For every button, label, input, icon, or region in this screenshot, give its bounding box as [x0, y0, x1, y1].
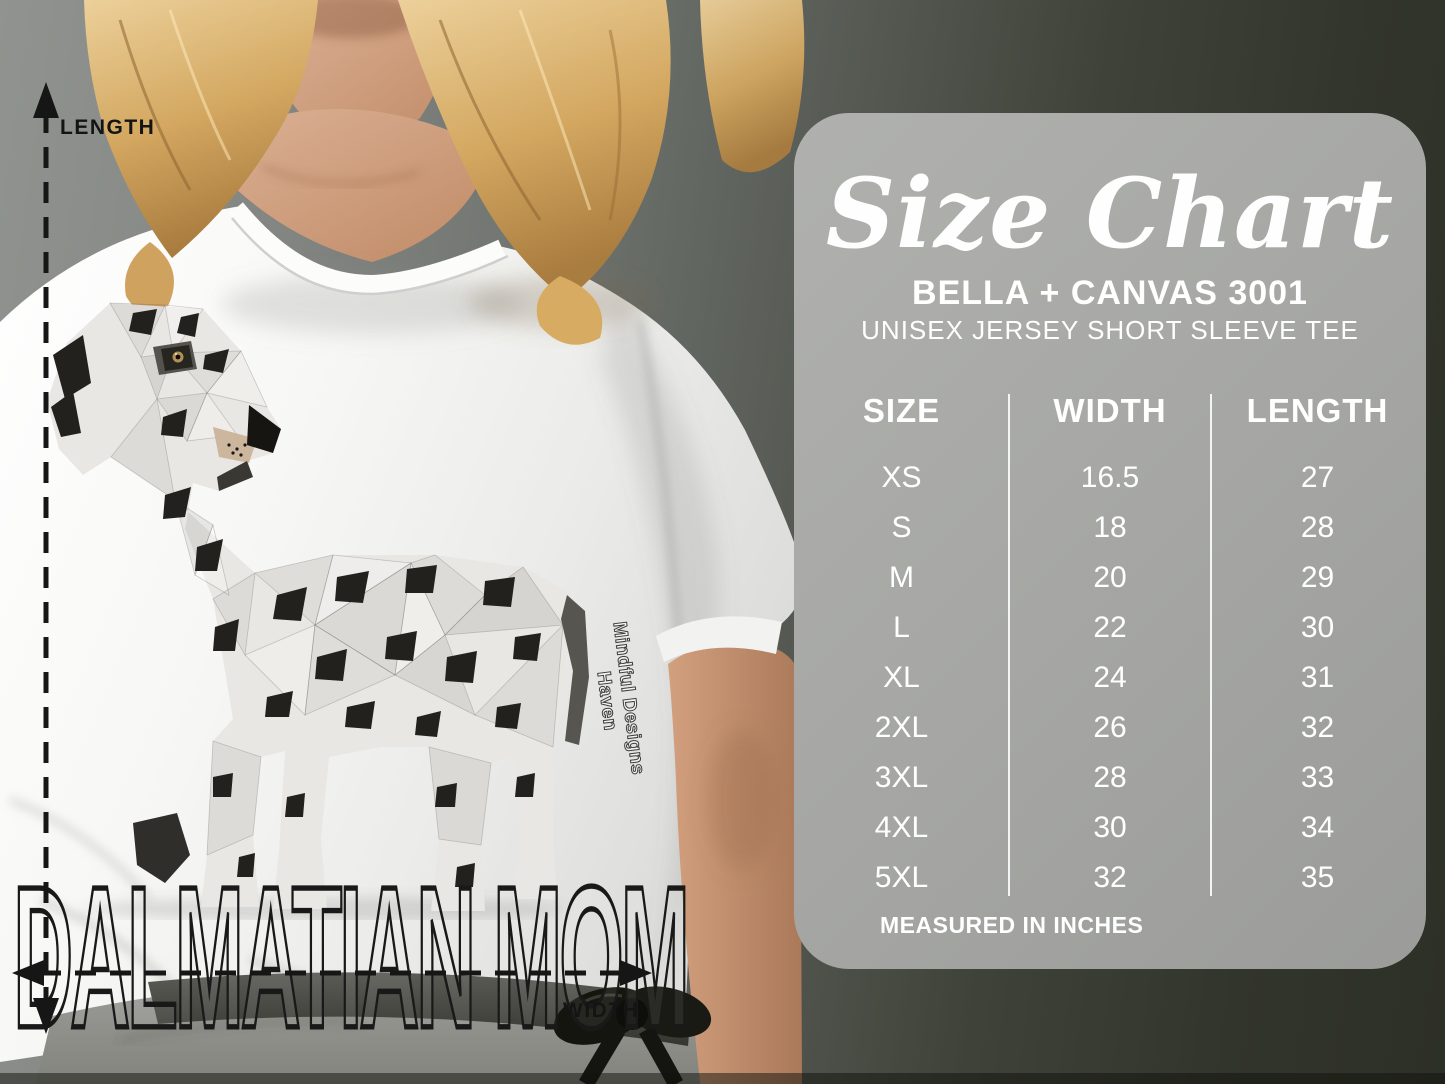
col-header-size: SIZE	[862, 392, 941, 429]
brand-line: BELLA + CANVAS 3001	[912, 274, 1308, 312]
size-chart-title: Size Chart	[825, 157, 1395, 270]
product-line: UNISEX JERSEY SHORT SLEEVE TEE	[861, 315, 1359, 345]
length-measure-label: LENGTH	[60, 116, 156, 139]
col-header-width: WIDTH	[1053, 392, 1167, 429]
photo-bottom-edge	[0, 1073, 1445, 1084]
size-table-body: XS 16.5 27 S 18 28 M 20 29 L 22 30 XL 24	[874, 461, 1335, 894]
width-arrow	[12, 960, 652, 986]
width-measure-label: WIDTH	[563, 999, 640, 1022]
table-divider-1	[1008, 394, 1010, 896]
size-chart-footnote: MEASURED IN INCHES	[880, 912, 1144, 938]
size-table-header: SIZE WIDTH LENGTH	[794, 385, 1424, 437]
table-divider-2	[1210, 394, 1212, 896]
size-chart-panel: Size Chart BELLA + CANVAS 3001 UNISEX JE…	[794, 113, 1426, 969]
col-header-length: LENGTH	[1246, 392, 1389, 429]
length-arrow	[33, 82, 59, 1034]
dalmatian-graphic	[47, 302, 589, 920]
